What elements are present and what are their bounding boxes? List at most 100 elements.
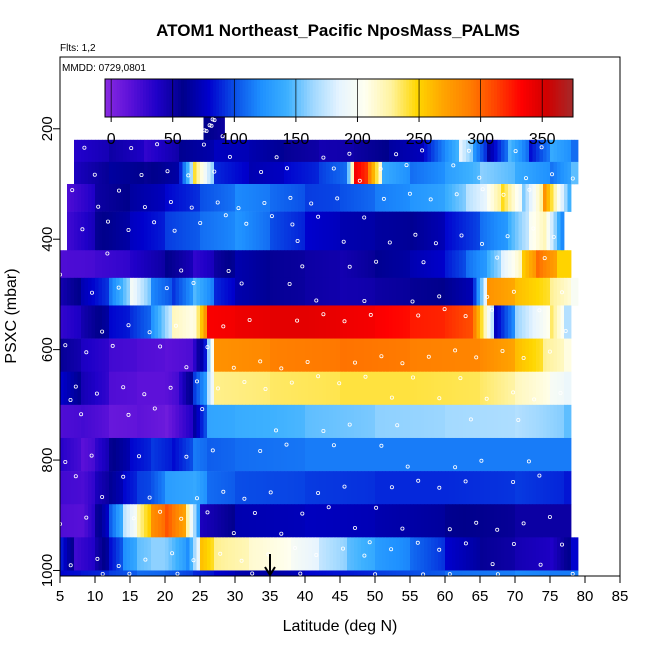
heatmap-cell xyxy=(70,570,75,577)
heatmap-cell xyxy=(406,437,411,472)
heatmap-cell xyxy=(147,471,152,505)
heatmap-cell xyxy=(284,371,288,406)
heatmap-cell xyxy=(385,250,390,279)
heatmap-cell xyxy=(182,277,187,306)
heatmap-cell xyxy=(385,183,390,212)
heatmap-cell xyxy=(182,570,187,577)
heatmap-cell xyxy=(466,570,470,577)
heatmap-cell xyxy=(350,277,355,306)
heatmap-cell xyxy=(102,504,106,538)
heatmap-cell xyxy=(424,161,428,185)
heatmap-cell xyxy=(210,404,215,439)
sample-point xyxy=(142,392,147,397)
heatmap-cell xyxy=(144,183,148,212)
heatmap-cell xyxy=(371,139,376,163)
heatmap-cell xyxy=(452,371,456,406)
heatmap-cell xyxy=(200,404,204,439)
heatmap-cell xyxy=(109,437,113,472)
heatmap-cell xyxy=(382,504,386,538)
heatmap-row xyxy=(74,161,579,185)
heatmap-cell xyxy=(497,211,502,251)
heatmap-cell xyxy=(371,537,376,571)
sample-point xyxy=(258,359,263,364)
heatmap-cell xyxy=(336,305,341,339)
heatmap-cell xyxy=(564,250,568,279)
heatmap-cell xyxy=(102,250,106,279)
heatmap-cell xyxy=(98,139,103,163)
heatmap-cell xyxy=(347,437,351,472)
heatmap-cell xyxy=(252,161,257,185)
heatmap-cell xyxy=(105,277,110,306)
heatmap-cell xyxy=(109,471,113,505)
colorbar-swatch xyxy=(183,79,188,117)
sample-point xyxy=(453,348,458,353)
sample-point xyxy=(437,294,442,299)
heatmap-cell xyxy=(70,211,75,251)
heatmap-cell xyxy=(462,404,467,439)
heatmap-cell xyxy=(298,161,302,185)
heatmap-cell xyxy=(91,504,96,538)
heatmap-cell xyxy=(151,183,155,212)
heatmap-cell xyxy=(133,305,138,339)
heatmap-cell xyxy=(67,570,71,577)
heatmap-cell xyxy=(189,305,194,339)
heatmap-cell xyxy=(245,338,250,373)
sample-point xyxy=(378,166,383,171)
sample-point xyxy=(550,172,555,177)
heatmap-cell xyxy=(123,437,127,472)
heatmap-cell xyxy=(63,471,68,505)
sample-point xyxy=(363,374,368,379)
heatmap-cell xyxy=(221,537,225,571)
dates-note: MMDD: 0729,0801 xyxy=(62,63,146,74)
heatmap-cell xyxy=(147,371,152,406)
heatmap-cell xyxy=(417,183,421,212)
heatmap-cell xyxy=(196,305,201,339)
heatmap-cell xyxy=(252,211,257,251)
heatmap-cell xyxy=(420,437,425,472)
heatmap-cell xyxy=(396,305,400,339)
heatmap-cell xyxy=(259,161,264,185)
heatmap-cell xyxy=(235,250,239,279)
heatmap-cell xyxy=(434,338,439,373)
heatmap-cell xyxy=(95,371,99,406)
colorbar-swatch xyxy=(517,79,521,117)
heatmap-cell xyxy=(347,250,351,279)
heatmap-cell xyxy=(109,305,113,339)
heatmap-cell xyxy=(532,570,537,577)
heatmap-cell xyxy=(249,161,253,185)
heatmap-cell xyxy=(130,437,134,472)
heatmap-cell xyxy=(420,211,425,251)
heatmap-cell xyxy=(158,305,162,339)
heatmap-cell xyxy=(357,570,362,577)
heatmap-cell xyxy=(354,471,358,505)
heatmap-cell xyxy=(333,504,337,538)
heatmap-cell xyxy=(448,211,453,251)
heatmap-cell xyxy=(147,570,152,577)
heatmap-cell xyxy=(109,537,113,571)
sample-point xyxy=(295,238,300,243)
heatmap-cell xyxy=(452,139,456,163)
heatmap-cell xyxy=(242,437,246,472)
heatmap-cell xyxy=(308,471,313,505)
heatmap-cell xyxy=(200,211,204,251)
heatmap-cell xyxy=(413,437,418,472)
heatmap-cell xyxy=(203,106,208,141)
heatmap-cell xyxy=(287,161,292,185)
heatmap-cell xyxy=(203,437,208,472)
heatmap-cell xyxy=(84,139,89,163)
heatmap-cell xyxy=(266,371,271,406)
heatmap-cell xyxy=(273,161,278,185)
heatmap-cell xyxy=(81,371,85,406)
heatmap-cell xyxy=(88,250,92,279)
sample-point xyxy=(226,268,231,273)
heatmap-cell xyxy=(473,537,477,571)
heatmap-cell xyxy=(557,404,561,439)
heatmap-cell xyxy=(392,471,397,505)
heatmap-cell xyxy=(77,471,82,505)
heatmap-cell xyxy=(522,537,526,571)
sample-point xyxy=(362,215,367,220)
heatmap-cell xyxy=(70,504,75,538)
heatmap-cell xyxy=(172,504,176,538)
heatmap-cell xyxy=(574,277,579,306)
heatmap-cell xyxy=(525,139,530,163)
